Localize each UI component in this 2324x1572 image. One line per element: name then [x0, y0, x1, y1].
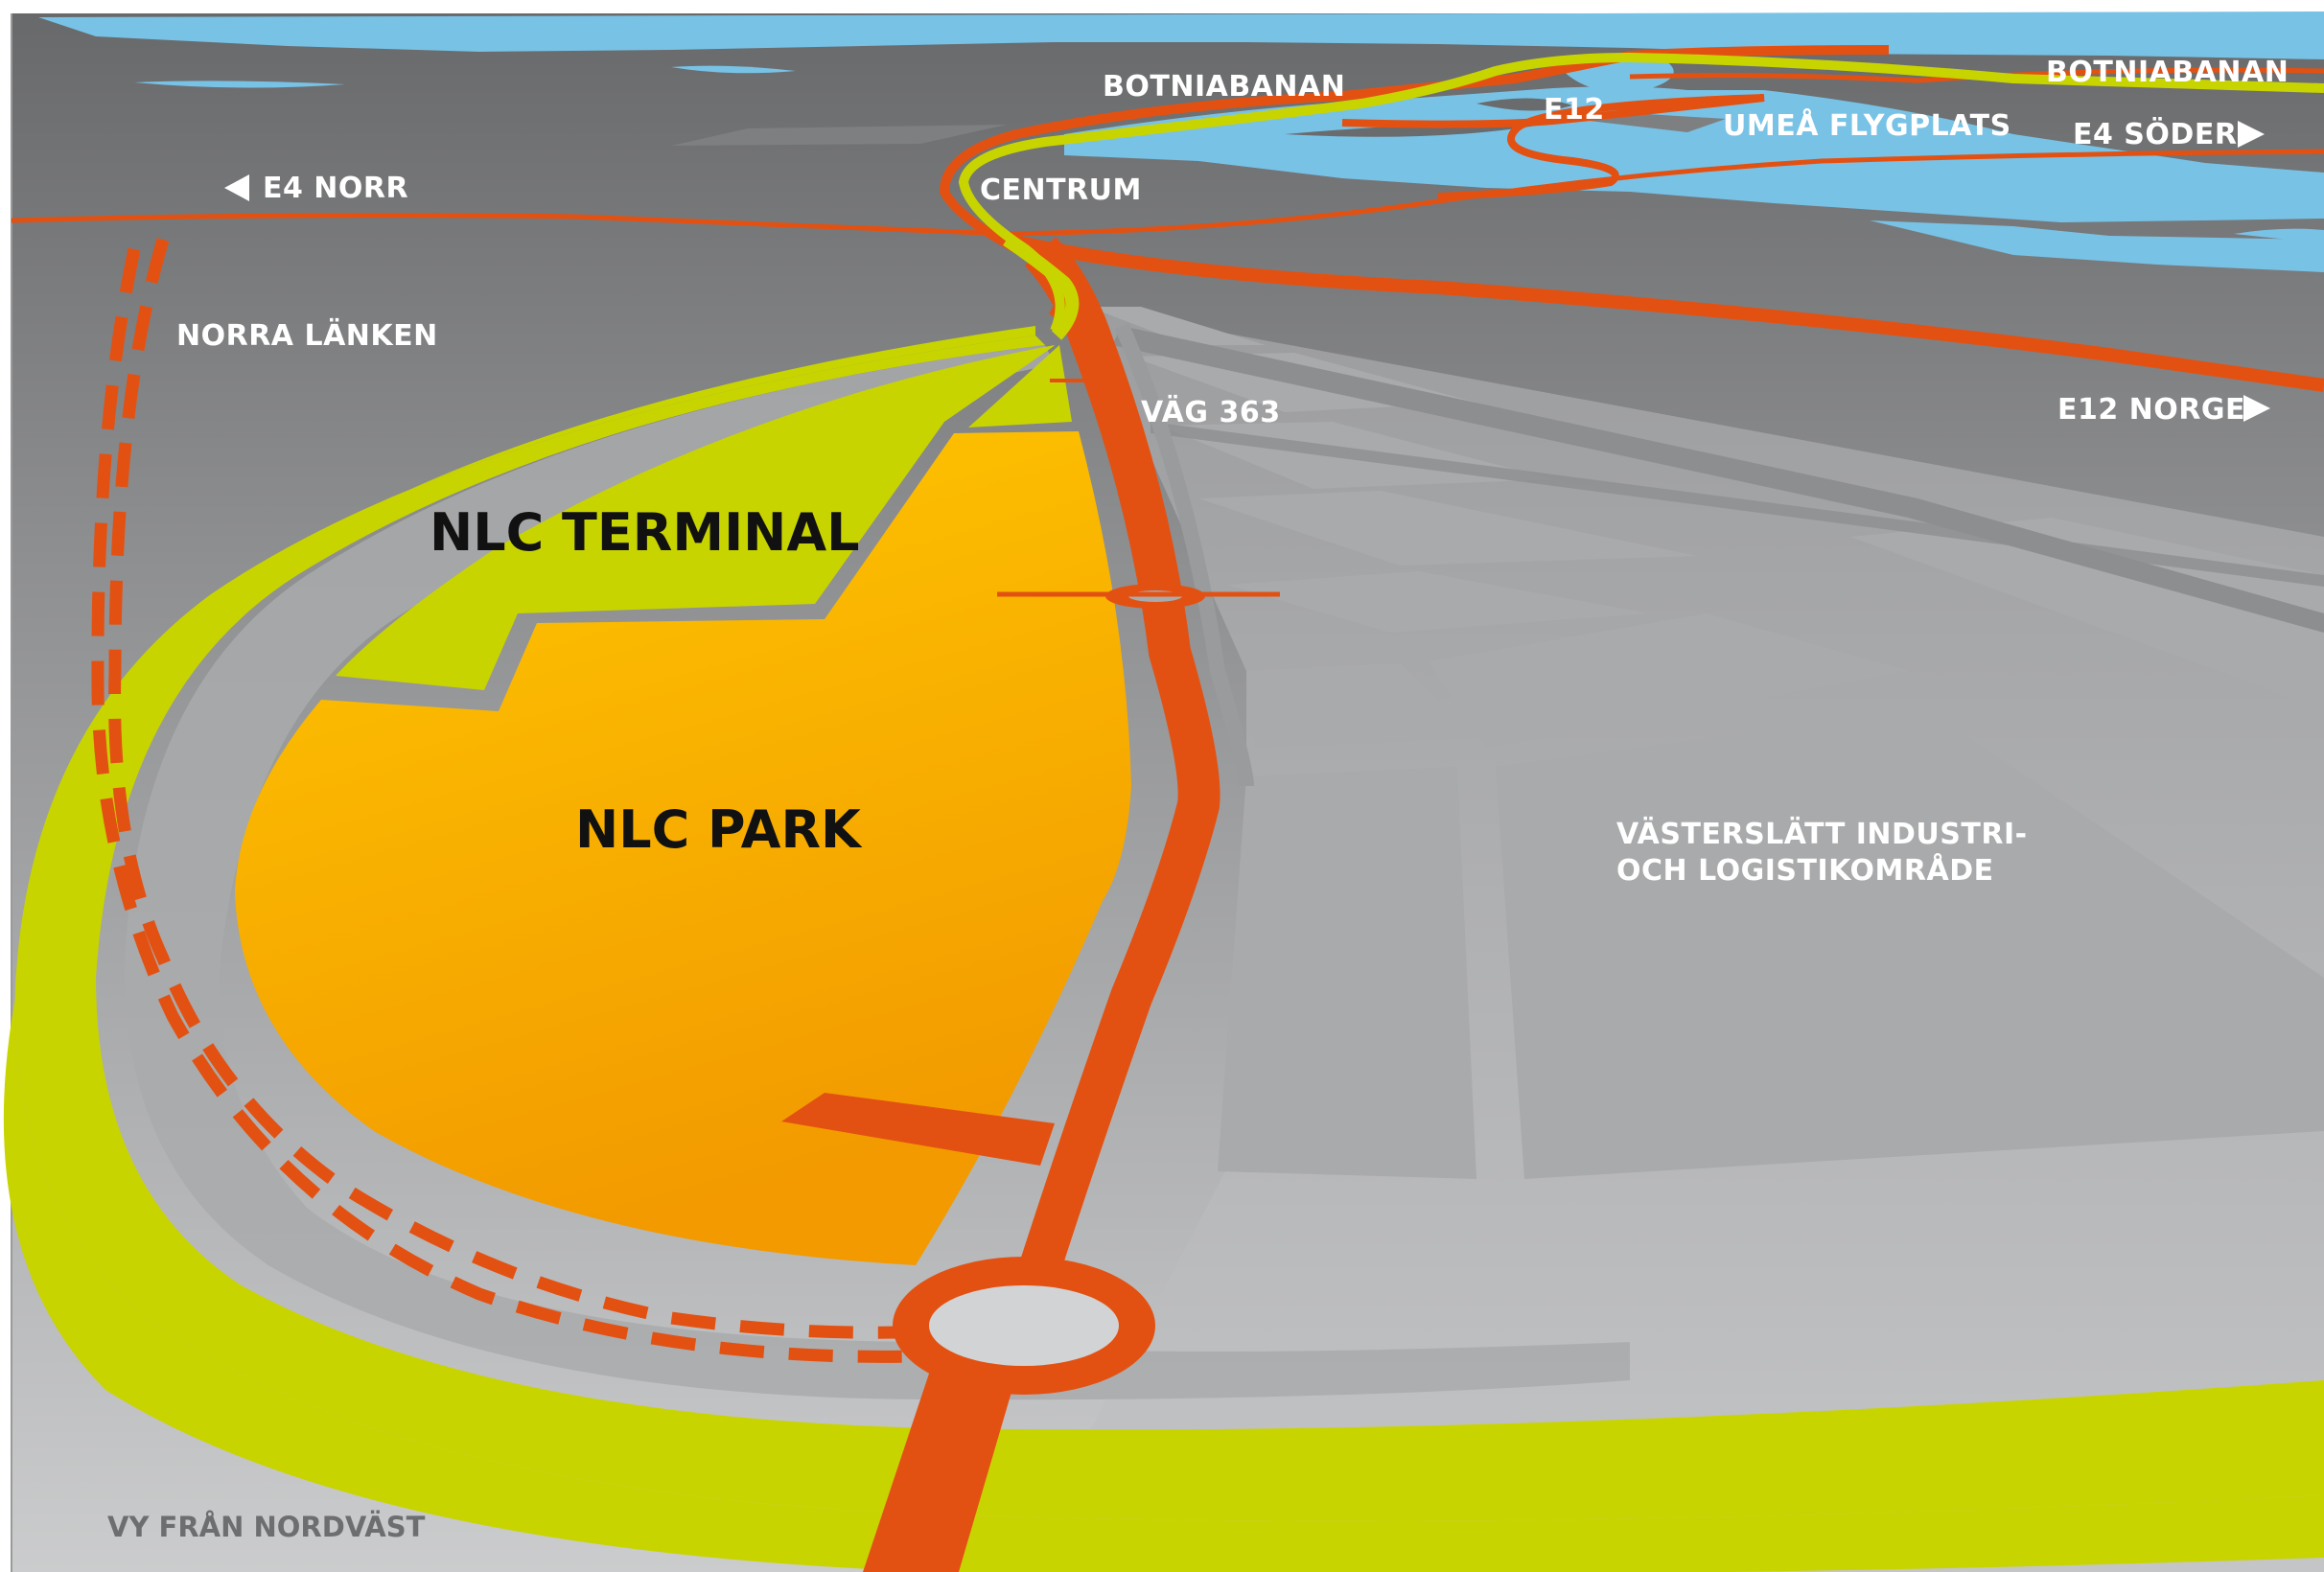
norra-lanken-road — [108, 238, 897, 1339]
label-e12-norge: E12 NORGE — [2057, 393, 2245, 427]
terminal-wedge — [968, 345, 1072, 428]
label-botniabanan-left: BOTNIABANAN — [1103, 70, 1345, 104]
vasterslatt-industrial-area — [1016, 307, 2324, 1572]
flygplats-road — [1629, 67, 2324, 83]
arrow-right-icon — [2243, 395, 2270, 422]
botniabanan-railway — [958, 52, 2324, 334]
nlc-park-area — [235, 431, 1131, 1265]
left-frame-line — [11, 13, 12, 1572]
label-vag-363: VÄG 363 — [1141, 395, 1281, 429]
e12-road — [1341, 94, 1765, 200]
norra-lanken-road-outer — [91, 247, 917, 1363]
label-norra-lanken: NORRA LÄNKEN — [176, 318, 438, 353]
road-shoulder — [1114, 322, 1254, 787]
label-e4-norr: E4 NORR — [263, 172, 408, 205]
railway-loop-outer — [3, 326, 2324, 1572]
park-access-road — [781, 1093, 1055, 1166]
label-e12: E12 — [1544, 93, 1605, 127]
view-caption: VY FRÅN NORDVÄST — [107, 1511, 426, 1543]
label-nlc-park: NLC PARK — [575, 799, 863, 860]
roundabout-lower-center — [929, 1285, 1119, 1366]
label-nlc-terminal: NLC TERMINAL — [430, 502, 860, 563]
vag-363-road — [996, 237, 1220, 1349]
label-botniabanan-right: BOTNIABANAN — [2046, 56, 2289, 89]
railway-link — [1003, 234, 1080, 340]
label-vasterslatt-line1: VÄSTERSLÄTT INDUSTRI- — [1616, 817, 2028, 851]
label-umea-flygplats: UMEÅ FLYGPLATS — [1723, 107, 2011, 143]
arrow-right-icon — [2238, 121, 2265, 148]
e4-norr-road — [11, 149, 2324, 237]
label-centrum: CENTRUM — [980, 173, 1142, 207]
label-e4-soder: E4 SÖDER — [2073, 116, 2237, 151]
railway-loop-inner-edge — [14, 335, 2324, 1521]
e12-norge-road — [1005, 233, 2324, 392]
label-vasterslatt-line2: OCH LOGISTIKOMRÅDE — [1616, 852, 1994, 888]
arrow-left-icon — [224, 174, 249, 201]
nlc-terminal-area — [336, 345, 1055, 690]
